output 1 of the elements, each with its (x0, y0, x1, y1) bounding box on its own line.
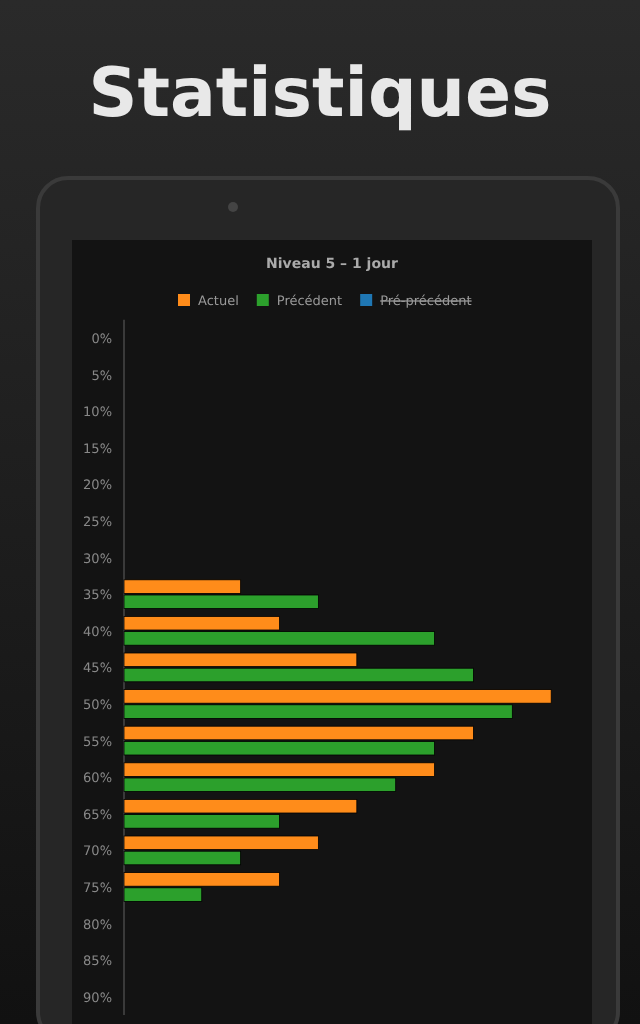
chart-title: Statistiques (88, 54, 552, 134)
